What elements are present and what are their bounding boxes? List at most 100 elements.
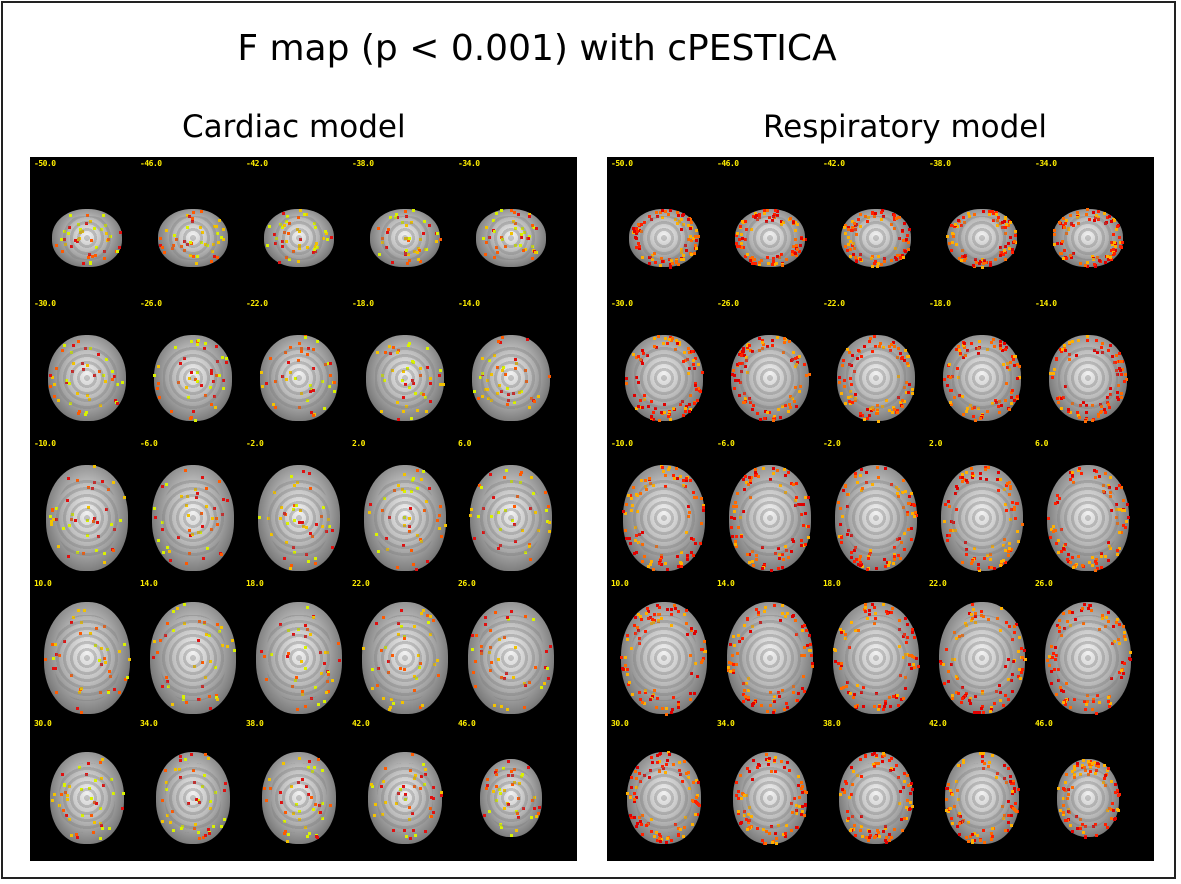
activation-voxel xyxy=(1003,814,1007,818)
activation-voxel xyxy=(881,760,885,764)
activation-voxel xyxy=(1112,360,1116,364)
activation-voxel xyxy=(1091,255,1095,259)
activation-voxel xyxy=(1114,244,1118,248)
activation-voxel xyxy=(978,710,982,714)
activation-voxel xyxy=(67,784,71,788)
activation-voxel xyxy=(999,691,1003,695)
activation-voxel xyxy=(544,508,548,512)
activation-voxel xyxy=(1082,700,1086,704)
activation-voxel xyxy=(1012,781,1016,785)
activation-voxel xyxy=(509,834,513,838)
activation-voxel xyxy=(789,216,793,220)
activation-voxel xyxy=(1068,610,1072,614)
activation-voxel xyxy=(1020,647,1024,651)
slice-label: -46.0 xyxy=(140,159,162,168)
activation-voxel xyxy=(1111,243,1115,247)
activation-voxel xyxy=(1066,619,1070,623)
activation-voxel xyxy=(696,781,700,785)
activation-voxel xyxy=(624,512,628,516)
brain-image xyxy=(938,602,1027,714)
activation-voxel xyxy=(746,695,750,699)
activation-voxel xyxy=(1119,246,1123,250)
activation-voxel xyxy=(93,516,97,520)
activation-voxel xyxy=(1068,823,1072,827)
activation-voxel xyxy=(744,481,748,485)
activation-voxel xyxy=(887,560,891,564)
activation-voxel xyxy=(688,367,692,371)
activation-voxel xyxy=(759,703,763,707)
activation-voxel xyxy=(955,348,959,352)
activation-voxel xyxy=(794,238,798,242)
activation-voxel xyxy=(872,704,876,708)
activation-voxel xyxy=(1002,363,1006,367)
activation-voxel xyxy=(1009,814,1013,818)
activation-voxel xyxy=(195,261,199,265)
activation-voxel xyxy=(482,236,486,240)
activation-voxel xyxy=(51,666,55,670)
activation-voxel xyxy=(502,766,506,770)
activation-voxel xyxy=(656,613,660,617)
activation-voxel xyxy=(1106,484,1110,488)
activation-voxel xyxy=(792,350,796,354)
activation-voxel xyxy=(308,486,312,490)
activation-voxel xyxy=(418,238,422,242)
brain-image xyxy=(150,602,237,714)
activation-voxel xyxy=(368,510,372,514)
activation-voxel xyxy=(847,795,851,799)
activation-voxel xyxy=(951,693,955,697)
activation-voxel xyxy=(675,261,679,265)
activation-voxel xyxy=(325,690,329,694)
activation-voxel xyxy=(771,256,775,260)
slice-label: 18.0 xyxy=(823,579,841,588)
activation-voxel xyxy=(647,262,651,265)
activation-voxel xyxy=(677,701,681,705)
activation-voxel xyxy=(905,653,909,657)
activation-voxel xyxy=(76,240,80,244)
activation-voxel xyxy=(153,516,157,520)
activation-voxel xyxy=(294,676,298,680)
activation-voxel xyxy=(747,697,751,701)
activation-voxel xyxy=(84,410,88,414)
activation-voxel xyxy=(901,656,905,660)
activation-voxel xyxy=(314,835,318,839)
brain-image xyxy=(153,335,232,422)
activation-voxel xyxy=(869,257,873,260)
activation-voxel xyxy=(1106,216,1110,220)
activation-voxel xyxy=(1112,248,1116,252)
activation-voxel xyxy=(868,830,871,834)
activation-voxel xyxy=(845,533,849,537)
activation-voxel xyxy=(897,488,901,492)
activation-voxel xyxy=(956,825,960,829)
activation-voxel xyxy=(88,787,92,791)
activation-voxel xyxy=(764,605,768,609)
activation-voxel xyxy=(1006,658,1010,662)
activation-voxel xyxy=(361,647,365,651)
activation-voxel xyxy=(198,697,202,701)
activation-voxel xyxy=(50,798,54,802)
activation-voxel xyxy=(782,832,786,836)
activation-voxel xyxy=(700,648,704,652)
activation-voxel xyxy=(268,787,272,791)
activation-voxel xyxy=(289,346,293,350)
activation-voxel xyxy=(1113,782,1117,786)
activation-voxel xyxy=(957,821,961,825)
activation-voxel xyxy=(888,348,892,352)
activation-voxel xyxy=(954,637,958,641)
activation-voxel xyxy=(641,700,645,704)
activation-voxel xyxy=(479,652,483,656)
activation-voxel xyxy=(969,466,973,470)
activation-voxel xyxy=(851,353,855,357)
activation-voxel xyxy=(744,358,748,362)
activation-voxel xyxy=(765,757,769,761)
activation-voxel xyxy=(1004,251,1008,255)
activation-voxel xyxy=(197,798,201,802)
activation-voxel xyxy=(659,840,663,844)
activation-voxel xyxy=(687,511,691,515)
activation-voxel xyxy=(849,255,853,259)
activation-voxel xyxy=(384,800,388,804)
activation-voxel xyxy=(854,705,858,709)
activation-voxel xyxy=(521,227,525,231)
activation-voxel xyxy=(66,232,70,236)
activation-voxel xyxy=(746,677,750,681)
activation-voxel xyxy=(942,520,946,524)
